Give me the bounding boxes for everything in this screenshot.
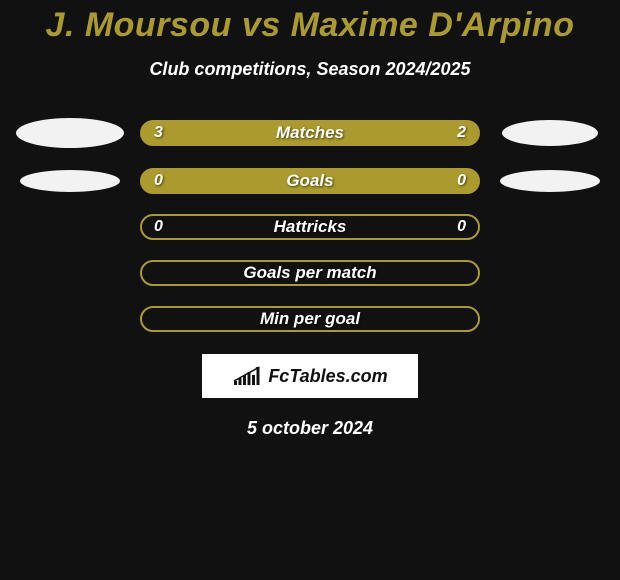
left-marker-cell [0,170,140,192]
stat-left-value: 3 [154,124,163,142]
stat-row: Matches 3 2 [0,118,620,148]
left-marker-ellipse [16,118,124,148]
logo-text: FcTables.com [268,366,387,387]
stat-row: Min per goal [0,306,620,332]
stat-pill: Goals per match [140,260,480,286]
subtitle: Club competitions, Season 2024/2025 [0,59,620,80]
bar-chart-icon [232,365,262,387]
stat-label: Goals [286,171,333,191]
stat-pill: Goals 0 0 [140,168,480,194]
stat-label: Hattricks [274,217,347,237]
player-a-name: J. Moursou [46,6,232,44]
player-b-name: Maxime D'Arpino [291,6,575,44]
stat-right-value: 0 [457,172,466,190]
stat-pill: Min per goal [140,306,480,332]
right-marker-cell [480,170,620,192]
page-title: J. Moursou vs Maxime D'Arpino [0,6,620,45]
stat-pill: Hattricks 0 0 [140,214,480,240]
stat-label: Goals per match [243,263,376,283]
stat-right-value: 2 [457,124,466,142]
stat-row: Hattricks 0 0 [0,214,620,240]
right-marker-ellipse [502,120,598,146]
left-marker-ellipse [20,170,120,192]
stat-row: Goals 0 0 [0,168,620,194]
stat-label: Matches [276,123,344,143]
stat-label: Min per goal [260,309,360,329]
stat-left-value: 0 [154,172,163,190]
stat-row: Goals per match [0,260,620,286]
vs-text: vs [242,6,281,44]
right-marker-ellipse [500,170,600,192]
stat-right-value: 0 [457,218,466,236]
stat-left-value: 0 [154,218,163,236]
right-marker-cell [480,120,620,146]
stats-list: Matches 3 2 Goals 0 0 Hattricks 0 0 Goals per mat… [0,118,620,332]
stat-pill: Matches 3 2 [140,120,480,146]
fctables-logo: FcTables.com [202,354,418,398]
footer-date: 5 october 2024 [0,418,620,439]
left-marker-cell [0,118,140,148]
